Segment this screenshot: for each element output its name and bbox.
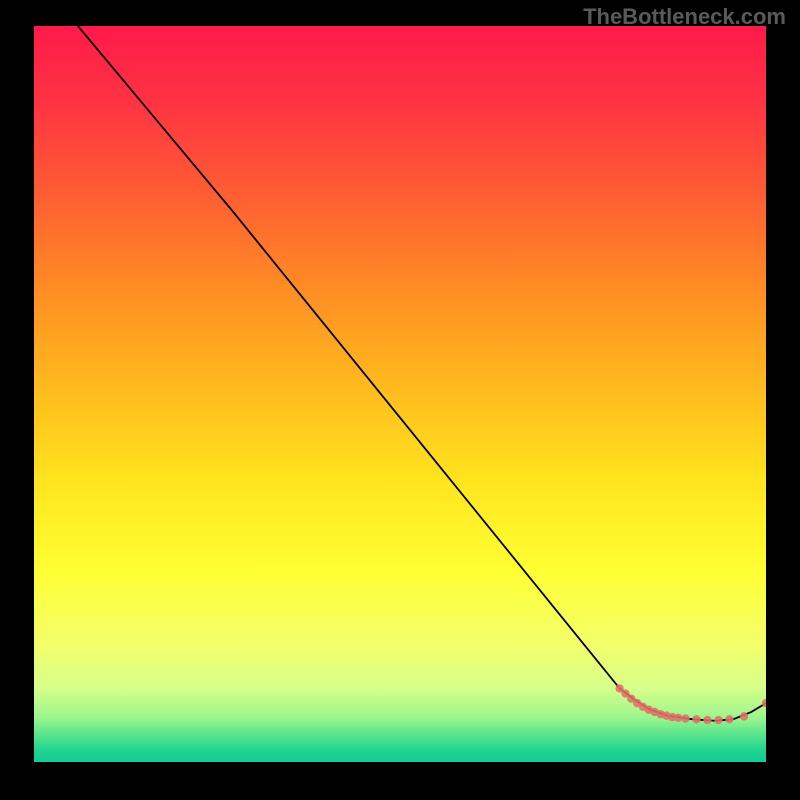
chart-marker (703, 716, 711, 724)
chart-marker (681, 714, 689, 722)
chart-svg-overlay (34, 26, 766, 762)
chart-line-path (78, 26, 766, 721)
chart-marker (725, 715, 733, 723)
chart-marker (714, 716, 722, 724)
watermark-text: TheBottleneck.com (583, 4, 786, 30)
chart-marker (674, 714, 682, 722)
chart-marker (692, 715, 700, 723)
chart-marker (740, 712, 748, 720)
chart-plot-area (34, 26, 766, 762)
